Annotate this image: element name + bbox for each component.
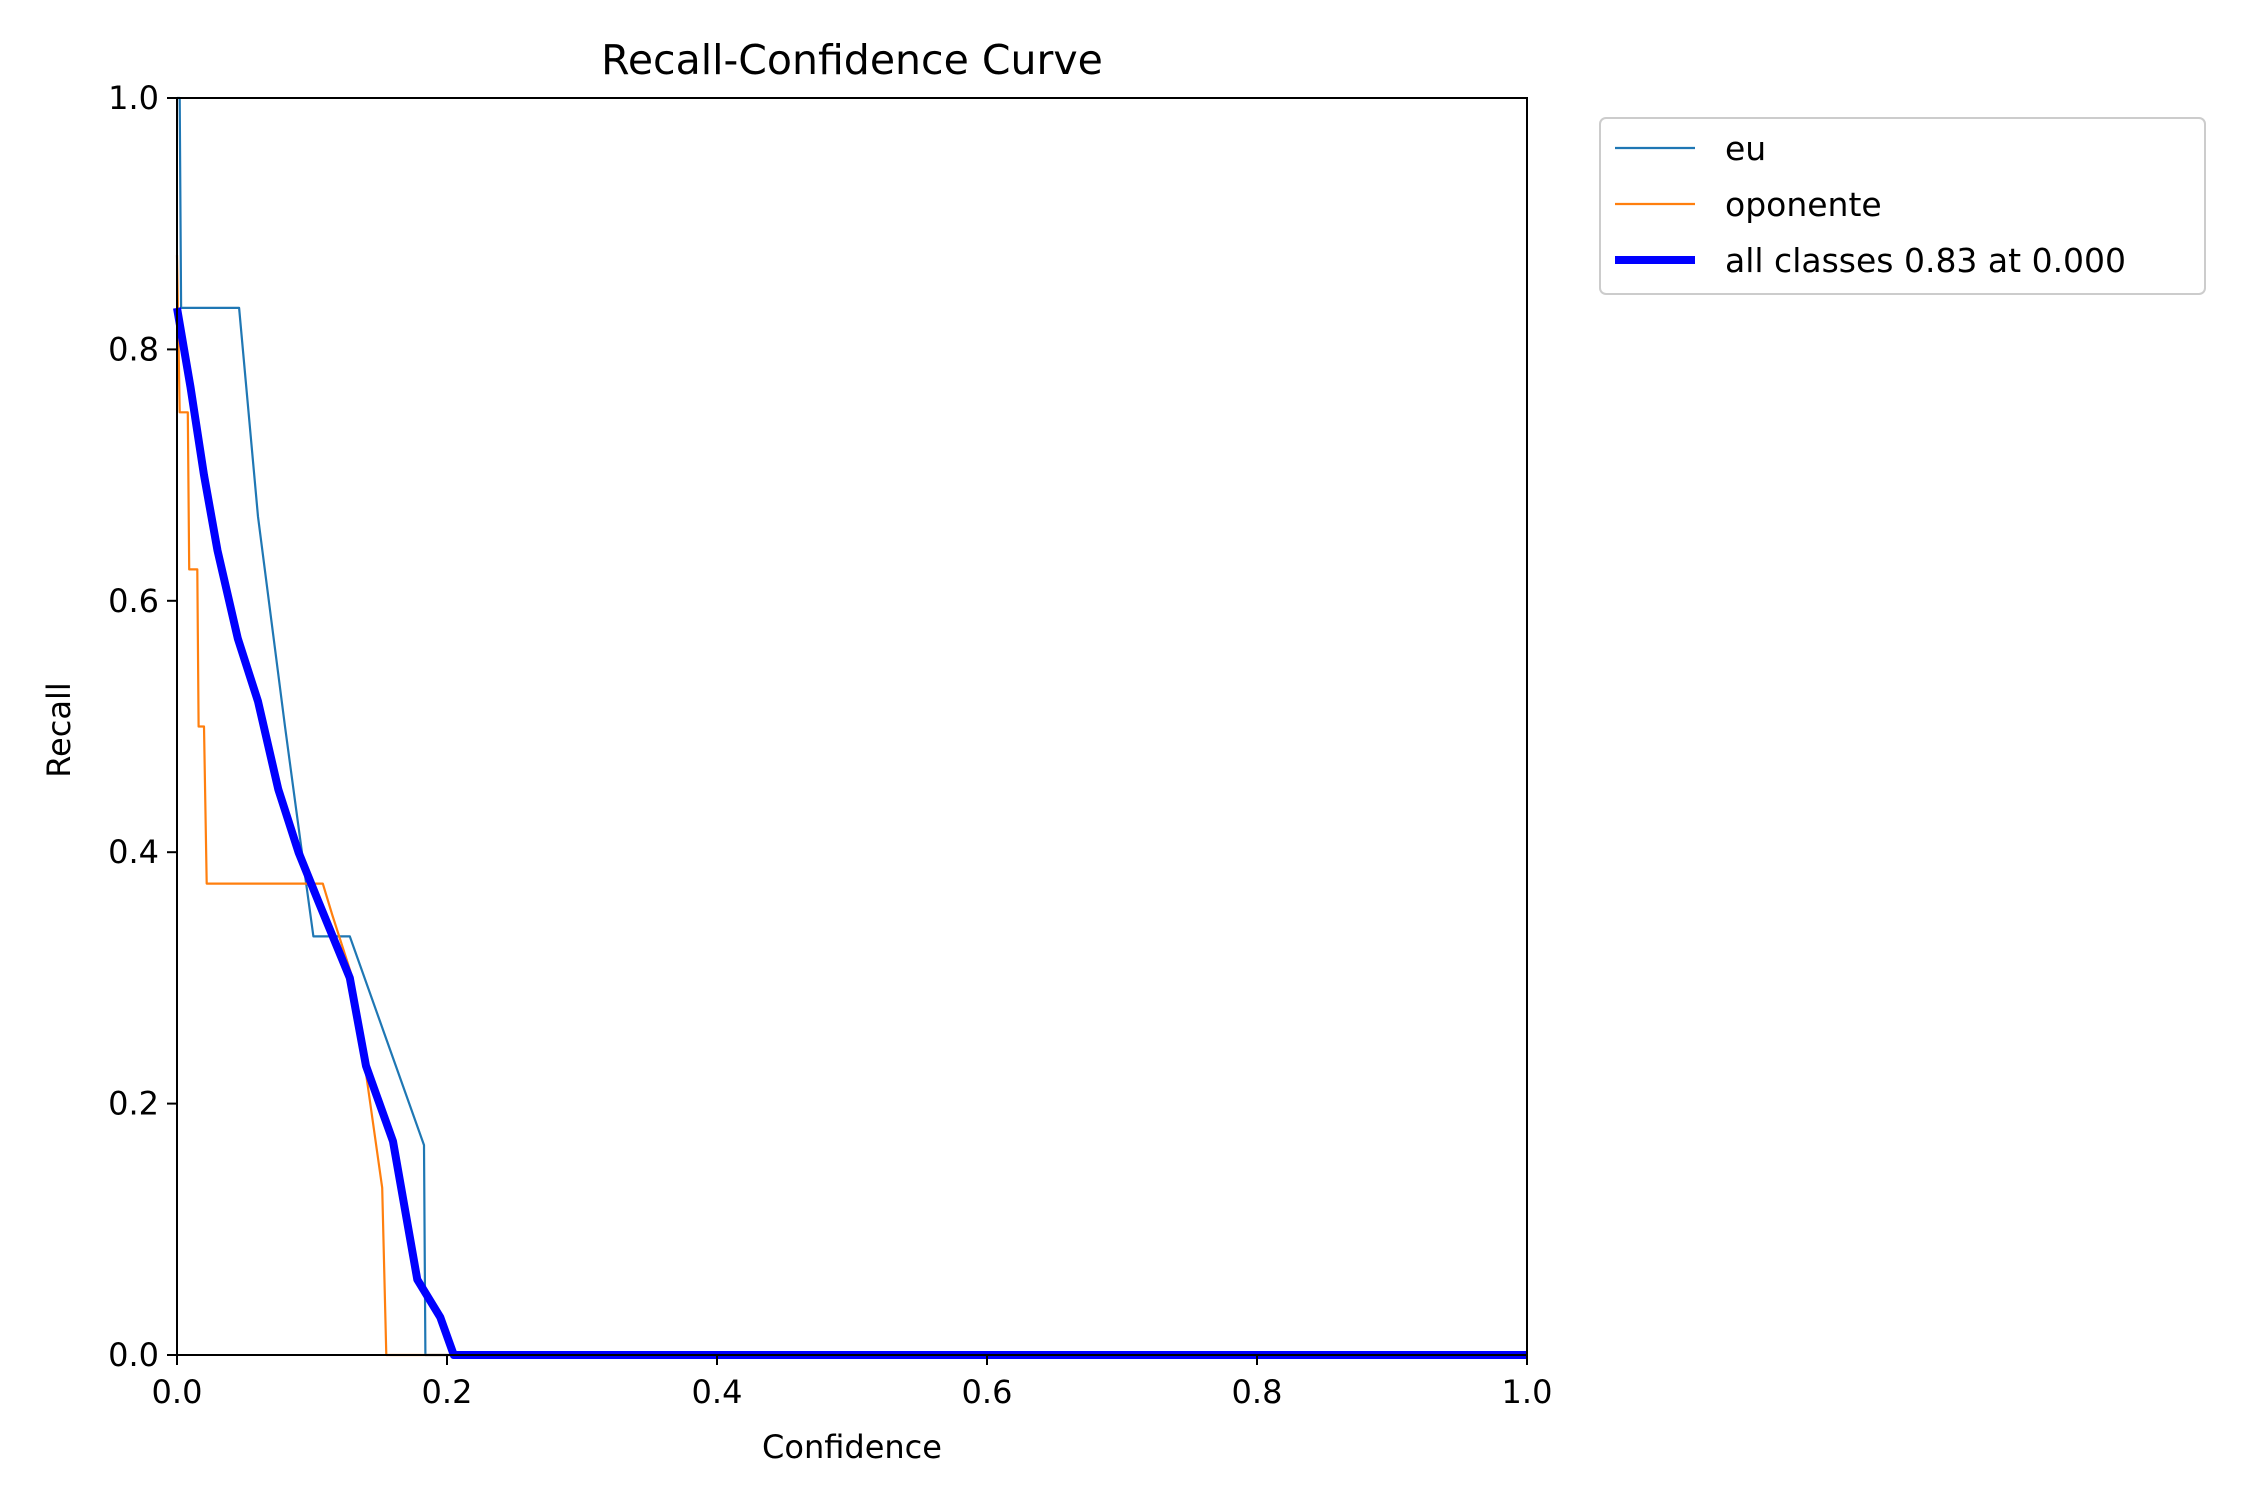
legend-label: oponente <box>1725 185 1882 224</box>
x-tick-label: 0.4 <box>692 1373 743 1411</box>
legend: eu oponente all classes 0.83 at 0.000 <box>1599 117 2206 295</box>
x-tick-label: 0.0 <box>152 1373 203 1411</box>
x-tick-label: 1.0 <box>1502 1373 1553 1411</box>
legend-frame <box>1599 117 2206 295</box>
series-line-eu <box>177 96 1527 1357</box>
series-line-oponente <box>175 255 1527 1357</box>
legend-entry-oponente: oponente <box>1615 185 1882 224</box>
y-tick-label: 0.0 <box>108 1336 159 1374</box>
y-tick-label: 0.2 <box>108 1085 159 1123</box>
legend-label: eu <box>1725 129 1766 168</box>
series-line-all-classes <box>173 307 1527 1359</box>
legend-entry-eu: eu <box>1615 129 1766 168</box>
chart-title: Recall-Confidence Curve <box>601 36 1103 84</box>
y-axis-label: Recall <box>40 682 78 777</box>
axes-frame <box>176 97 1528 1356</box>
x-axis: 0.0 0.2 0.4 0.6 0.8 1.0 <box>152 1355 1553 1411</box>
x-tick-label: 0.8 <box>1232 1373 1283 1411</box>
x-axis-label: Confidence <box>762 1428 942 1466</box>
y-tick-label: 0.4 <box>108 833 159 871</box>
y-tick-label: 0.6 <box>108 582 159 620</box>
y-tick-label: 0.8 <box>108 330 159 368</box>
y-tick-label: 1.0 <box>108 79 159 117</box>
x-tick-label: 0.2 <box>422 1373 473 1411</box>
y-axis: 0.0 0.2 0.4 0.6 0.8 1.0 <box>108 79 177 1374</box>
plot-area <box>173 96 1527 1359</box>
legend-entry-all-classes: all classes 0.83 at 0.000 <box>1615 241 2126 280</box>
legend-label: all classes 0.83 at 0.000 <box>1725 241 2126 280</box>
x-tick-label: 0.6 <box>962 1373 1013 1411</box>
